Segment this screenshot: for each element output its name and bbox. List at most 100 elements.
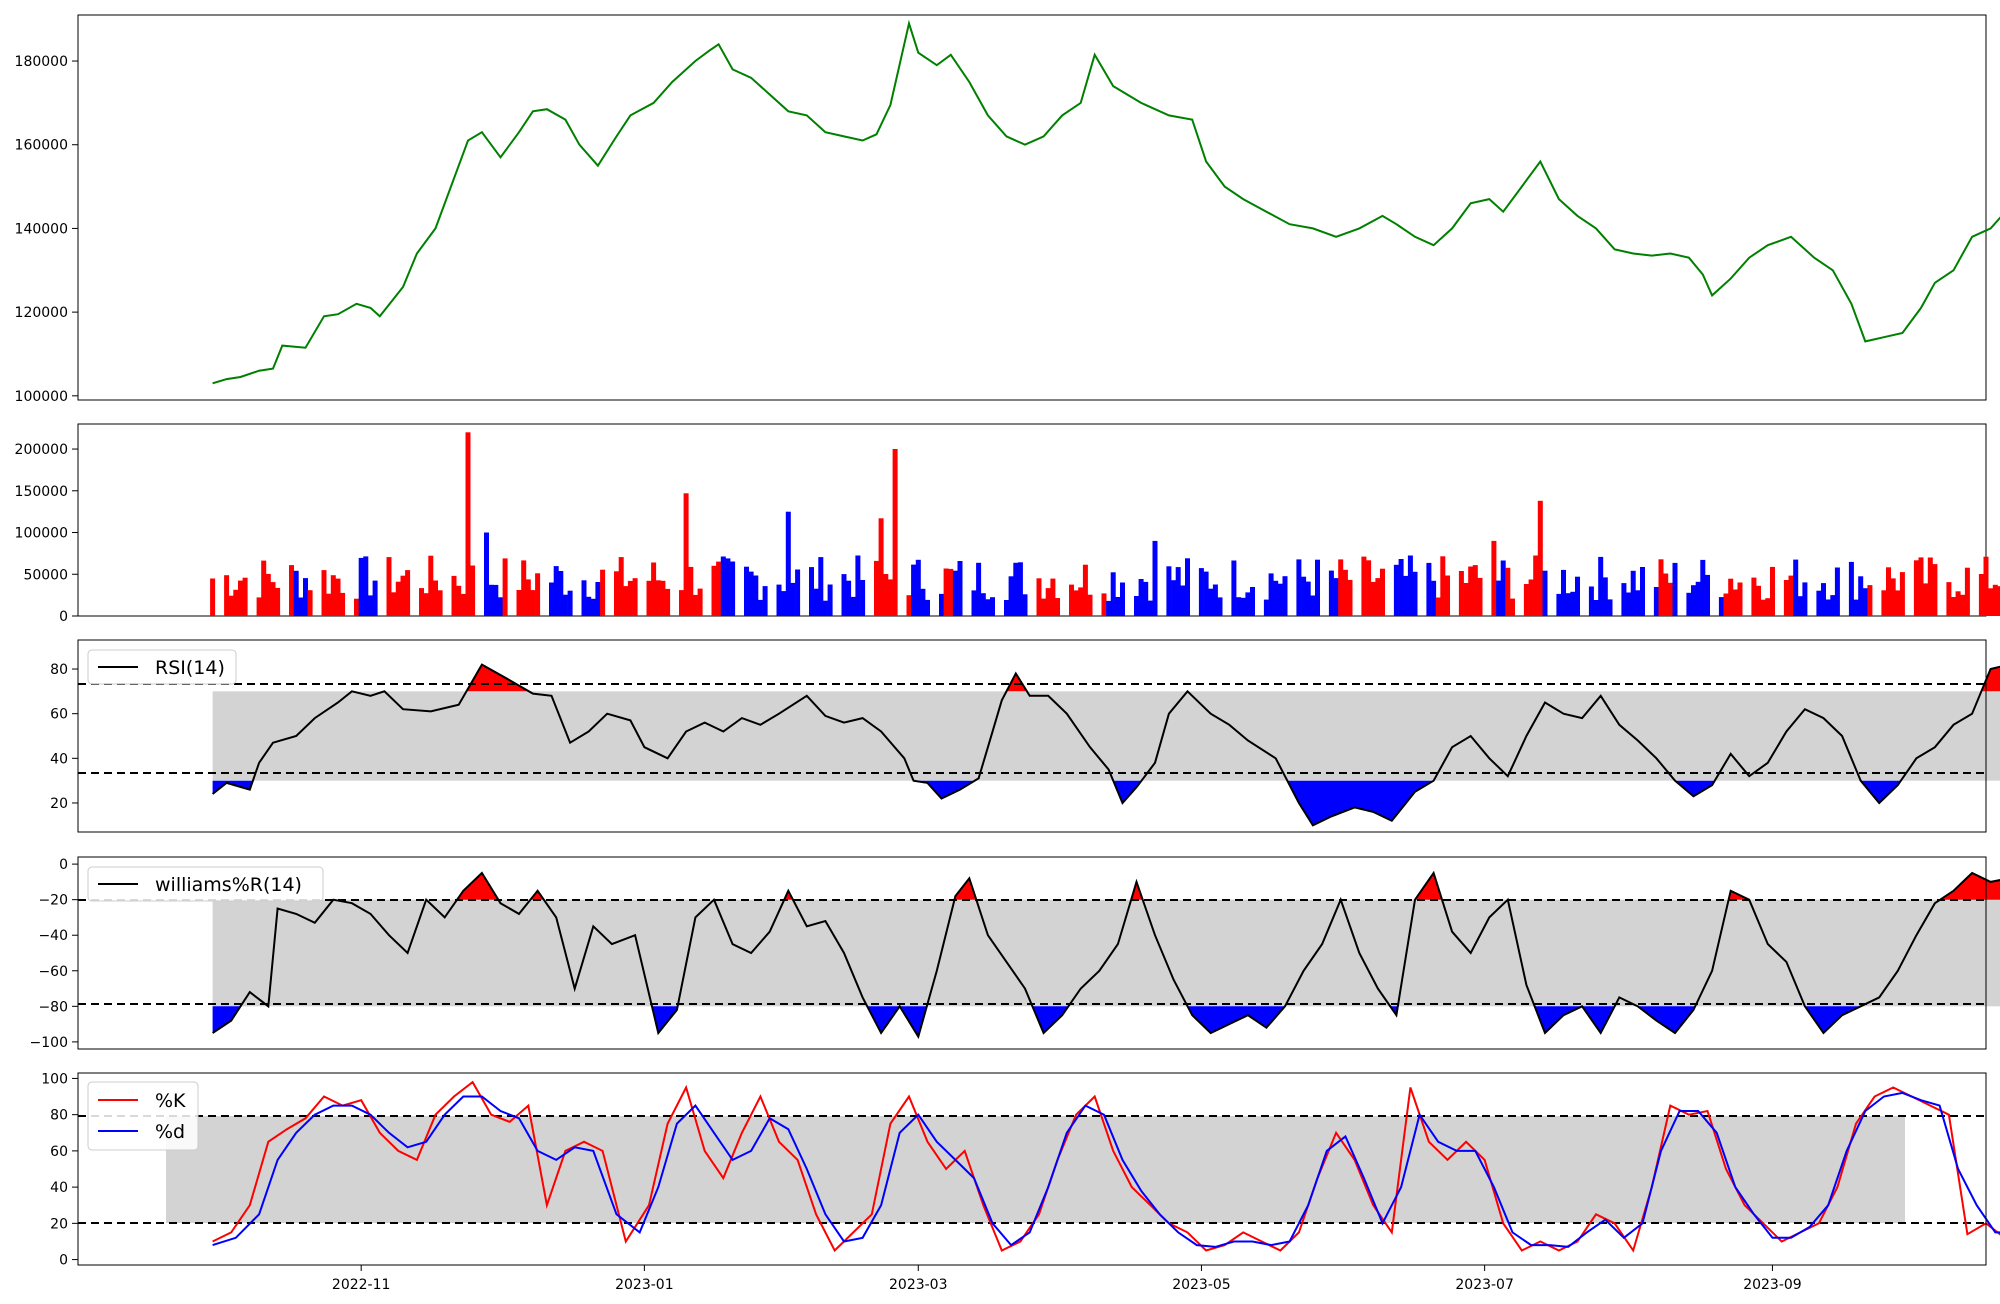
rsi-panel-frame	[77, 639, 1987, 833]
volume-bar	[1528, 579, 1534, 616]
volume-bar	[423, 593, 429, 616]
volume-bar	[1663, 573, 1669, 616]
volume-bar	[1732, 589, 1738, 616]
volume-bar	[1825, 599, 1831, 616]
volume-bar	[600, 569, 606, 616]
volume-bar	[1556, 593, 1562, 616]
volume-bar	[841, 574, 847, 616]
price-line	[212, 19, 2000, 385]
volume-bar	[762, 586, 768, 616]
volume-bar	[1723, 593, 1729, 616]
volume-bar	[1250, 587, 1255, 616]
volume-bar	[1380, 568, 1385, 616]
williams-fills	[212, 873, 2000, 1037]
volume-bar	[330, 575, 336, 616]
volume-bar	[358, 557, 364, 616]
volume-bar	[1816, 590, 1822, 616]
volume-bar	[1166, 566, 1172, 616]
volume-bar	[470, 565, 476, 616]
volume-bar	[233, 589, 239, 616]
volume-bar	[595, 582, 601, 616]
d-line	[212, 1091, 2000, 1248]
volume-bar	[711, 565, 717, 616]
rsi-ytick-label: 40	[50, 751, 68, 767]
volume-bar	[1951, 597, 1956, 616]
volume-bar	[860, 580, 866, 616]
volume-bar	[1640, 567, 1645, 616]
price-panel-frame	[77, 14, 1987, 401]
volume-bar	[1770, 566, 1775, 616]
volume-ytick-label: 200000	[15, 442, 68, 458]
volume-bar	[1134, 596, 1139, 616]
volume-bar	[1686, 592, 1692, 616]
volume-bar	[1342, 569, 1348, 616]
volume-bar	[948, 568, 954, 616]
volume-bar	[757, 599, 763, 616]
volume-bar	[1598, 556, 1604, 616]
price-y-axis: 100000 120000 140000 160000 180000	[15, 54, 78, 405]
volume-bar	[1472, 565, 1478, 616]
rsi-line	[211, 663, 2000, 827]
williams-ytick-label: −80	[38, 999, 68, 1015]
volume-bar	[298, 597, 304, 616]
stochastic-legend: %K %d	[87, 1081, 199, 1151]
volume-bar	[1036, 578, 1042, 616]
volume-bar	[1978, 574, 1984, 616]
volume-bar	[1890, 578, 1896, 616]
volume-bar	[1788, 575, 1794, 616]
stochastic-ytick-label: 100	[41, 1071, 68, 1087]
price-ytick-label: 100000	[15, 389, 68, 405]
price-ytick-label: 160000	[15, 138, 68, 154]
volume-bar	[911, 564, 917, 616]
volume-bar	[957, 561, 963, 616]
volume-bar	[665, 588, 671, 616]
price-ytick-label: 140000	[15, 221, 68, 237]
rsi-oversold-fill	[212, 780, 253, 794]
volume-bar	[1231, 560, 1237, 616]
volume-bar	[1737, 582, 1743, 616]
volume-bar	[688, 566, 694, 616]
volume-bar	[1069, 584, 1074, 616]
volume-bar	[354, 598, 359, 616]
k-legend-label: %K	[155, 1090, 186, 1112]
volume-bar	[874, 560, 879, 616]
volume-bar	[1997, 586, 2000, 616]
volume-bar	[1013, 562, 1019, 616]
volume-bar	[368, 595, 373, 616]
volume-bar	[553, 566, 559, 616]
volume-bar	[400, 575, 406, 616]
stochastic-y-axis: 0 20 40 60 80 100	[41, 1071, 78, 1269]
volume-bar	[1445, 575, 1450, 616]
volume-bar	[395, 581, 401, 616]
volume-bar	[521, 560, 527, 616]
volume-bar	[1412, 571, 1418, 616]
volume-bar	[1347, 579, 1353, 616]
volume-bar	[1375, 578, 1381, 616]
volume-bar	[1310, 595, 1316, 616]
volume-bar	[651, 562, 657, 616]
volume-bar	[1361, 556, 1367, 616]
williams-ytick-label: −60	[38, 964, 68, 980]
volume-bar	[1672, 562, 1678, 616]
williams-legend-label: williams%R(14)	[155, 874, 302, 896]
volume-bar	[1602, 577, 1608, 616]
volume-bar	[781, 591, 787, 616]
williams-overbought-fill	[530, 890, 544, 900]
volume-bar	[1695, 581, 1701, 616]
volume-bar	[238, 580, 243, 616]
volume-bar	[1751, 577, 1757, 616]
volume-bar	[883, 574, 889, 616]
williams-panel-frame	[77, 856, 1987, 1050]
volume-bar	[915, 559, 921, 616]
volume-bar	[1147, 600, 1153, 616]
volume-bar	[1510, 598, 1515, 616]
volume-y-axis: 0 50000 100000 150000 200000	[15, 442, 78, 625]
volume-bar	[326, 593, 332, 616]
volume-bar	[1143, 581, 1149, 616]
volume-bar	[925, 599, 930, 616]
volume-bar	[1918, 557, 1924, 616]
williams-oversold-fill	[1637, 1006, 1696, 1033]
volume-bar	[1315, 559, 1320, 616]
volume-bar	[679, 590, 684, 616]
